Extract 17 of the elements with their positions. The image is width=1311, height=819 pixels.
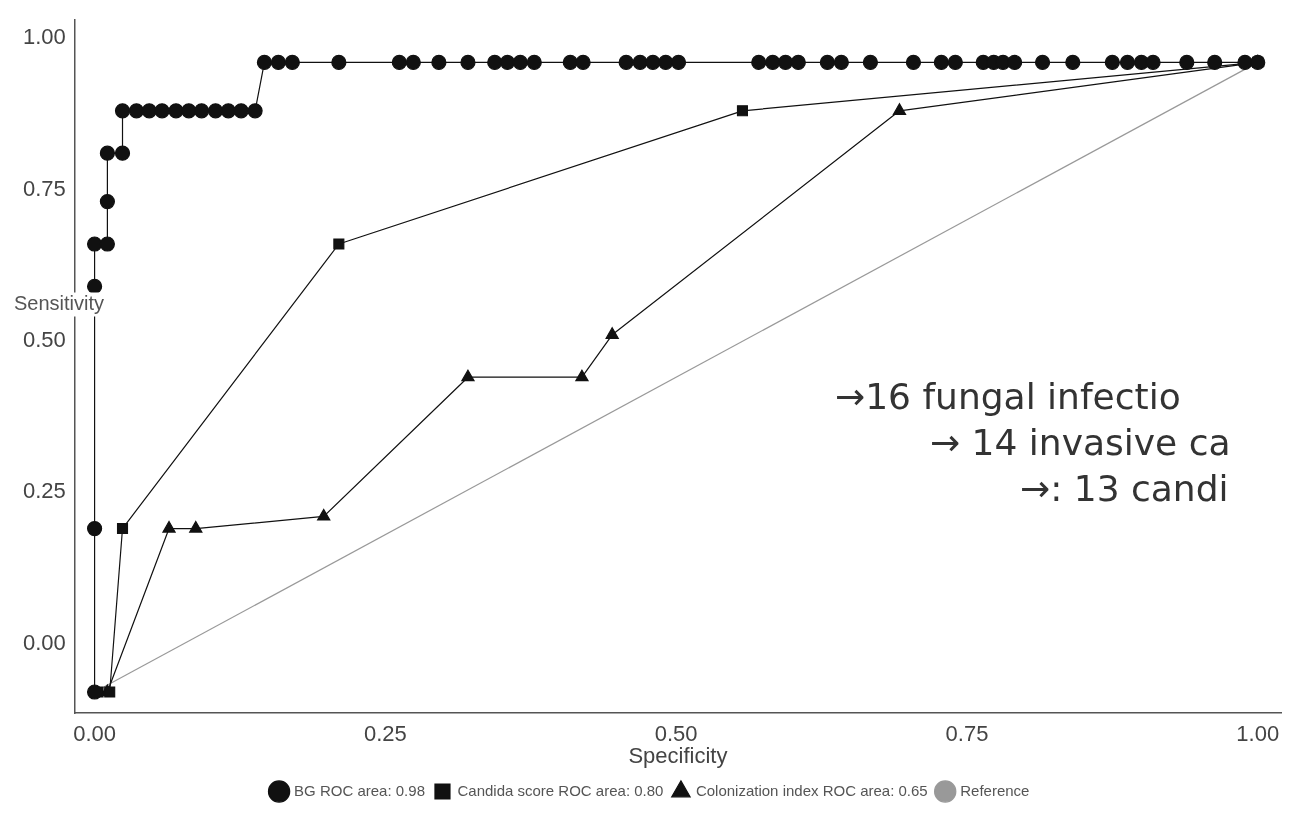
- legend-label: BG ROC area: 0.98: [294, 781, 425, 799]
- x-tick-label: 1.00: [1236, 721, 1280, 747]
- y-tick-label: 0.00: [22, 629, 66, 655]
- legend-label: Colonization index ROC area: 0.65: [695, 781, 928, 799]
- legend-label: Candida score ROC area: 0.80: [457, 781, 664, 799]
- y-tick-label: 0.25: [22, 478, 66, 504]
- legend-label: Reference: [960, 781, 1030, 799]
- x-tick-label: 0.75: [945, 721, 989, 747]
- x-tick-label: 0.00: [73, 721, 117, 747]
- annotation: →: 13 candi: [1020, 468, 1229, 510]
- y-tick-label: 0.75: [22, 175, 66, 201]
- y-tick-label: 0.50: [22, 326, 66, 352]
- annotation: →16 fungal infectio: [835, 376, 1181, 418]
- x-tick-label: 0.25: [363, 721, 407, 747]
- y-tick-label: 1.00: [22, 24, 66, 50]
- y-axis-title: Sensitivity: [14, 292, 105, 315]
- annotation: → 14 invasive ca: [930, 422, 1231, 464]
